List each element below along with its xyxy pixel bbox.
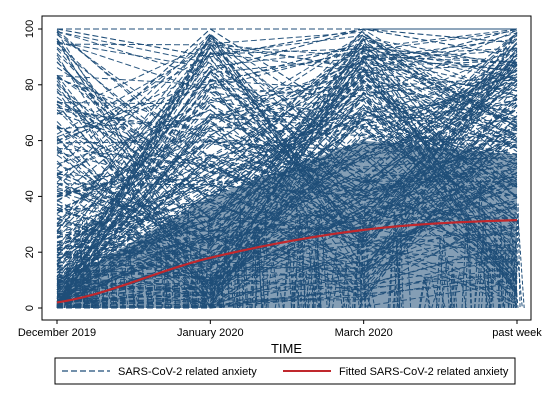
individual-trajectory bbox=[56, 102, 518, 194]
individual-trajectory bbox=[56, 34, 518, 246]
individual-trajectory bbox=[56, 29, 518, 228]
individual-trajectory bbox=[56, 31, 518, 159]
individual-trajectory bbox=[56, 38, 518, 297]
individual-trajectory bbox=[56, 153, 518, 225]
individual-trajectory bbox=[56, 73, 518, 219]
individual-trajectory bbox=[56, 49, 518, 204]
individual-trajectory bbox=[56, 47, 518, 209]
legend-label: SARS-CoV-2 related anxiety bbox=[118, 366, 257, 378]
individual-trajectory bbox=[56, 38, 518, 307]
plot-border bbox=[41, 15, 532, 321]
x-tick-label: March 2020 bbox=[335, 327, 393, 339]
individual-trajectory bbox=[56, 167, 518, 253]
individual-trajectory bbox=[57, 279, 518, 309]
individual-trajectory bbox=[56, 42, 518, 269]
individual-trajectory bbox=[56, 43, 518, 278]
legend-label: Fitted SARS-CoV-2 related anxiety bbox=[339, 366, 509, 378]
individual-trajectory bbox=[79, 221, 86, 309]
y-tick-label: 100 bbox=[24, 20, 36, 38]
individual-trajectory bbox=[56, 79, 518, 138]
individual-trajectory bbox=[56, 35, 518, 299]
individual-trajectory bbox=[56, 28, 518, 309]
individual-trajectory bbox=[56, 84, 518, 198]
individual-trajectory bbox=[56, 70, 518, 281]
y-tick-label: 80 bbox=[24, 79, 36, 91]
individual-trajectory bbox=[56, 98, 518, 239]
y-tick-label: 20 bbox=[24, 246, 36, 258]
individual-trajectory bbox=[56, 46, 518, 306]
individual-trajectory bbox=[56, 46, 518, 293]
individual-trajectory bbox=[56, 29, 518, 167]
legend: SARS-CoV-2 related anxiety Fitted SARS-Co… bbox=[54, 357, 516, 385]
individual-trajectory bbox=[56, 28, 518, 281]
y-tick-label: 40 bbox=[24, 190, 36, 202]
individual-trajectory bbox=[56, 45, 518, 242]
x-axis-title: TIME bbox=[271, 341, 302, 356]
x-tick-label: January 2020 bbox=[177, 327, 244, 339]
individual-trajectory bbox=[56, 74, 518, 294]
individual-trajectory bbox=[56, 99, 518, 294]
individual-trajectory bbox=[56, 98, 518, 309]
individual-trajectory bbox=[56, 170, 518, 298]
individual-trajectory bbox=[56, 42, 518, 142]
individual-trajectory bbox=[56, 34, 518, 146]
individual-trajectory bbox=[515, 203, 521, 309]
individual-trajectory bbox=[56, 33, 518, 201]
individual-trajectory bbox=[56, 223, 518, 309]
individual-trajectory bbox=[56, 62, 518, 285]
individual-trajectory bbox=[56, 35, 518, 298]
x-tick-label: December 2019 bbox=[18, 327, 96, 339]
individual-trajectory bbox=[56, 209, 518, 295]
individual-trajectory bbox=[56, 156, 518, 294]
individual-trajectory bbox=[56, 37, 518, 308]
individual-trajectory bbox=[56, 31, 518, 227]
individual-trajectory bbox=[56, 48, 518, 307]
x-tick-label: past week bbox=[492, 327, 542, 339]
y-tick-label: 60 bbox=[24, 134, 36, 146]
individual-trajectory bbox=[56, 95, 518, 280]
individual-trajectory bbox=[56, 76, 518, 174]
individual-trajectory bbox=[56, 84, 518, 225]
individual-trajectory bbox=[56, 43, 518, 253]
individual-trajectory bbox=[56, 28, 518, 169]
plot-area bbox=[56, 28, 525, 309]
y-tick-label: 0 bbox=[24, 305, 36, 311]
individual-trajectory bbox=[56, 28, 518, 309]
density-band bbox=[210, 140, 364, 308]
individual-trajectory bbox=[56, 52, 518, 231]
axes: 0 20 40 60 80 100 December 2019 January 2020 Mar… bbox=[18, 15, 542, 356]
individual-trajectory bbox=[56, 145, 518, 243]
individual-trajectory bbox=[56, 39, 518, 186]
individual-trajectory bbox=[56, 56, 518, 170]
individual-trajectory bbox=[56, 98, 518, 149]
individual-trajectories bbox=[56, 28, 518, 309]
individual-trajectory bbox=[56, 73, 518, 285]
fitted-curve bbox=[56, 219, 518, 304]
individual-trajectory bbox=[56, 34, 518, 291]
individual-trajectory bbox=[56, 52, 518, 198]
individual-trajectory bbox=[56, 60, 518, 215]
